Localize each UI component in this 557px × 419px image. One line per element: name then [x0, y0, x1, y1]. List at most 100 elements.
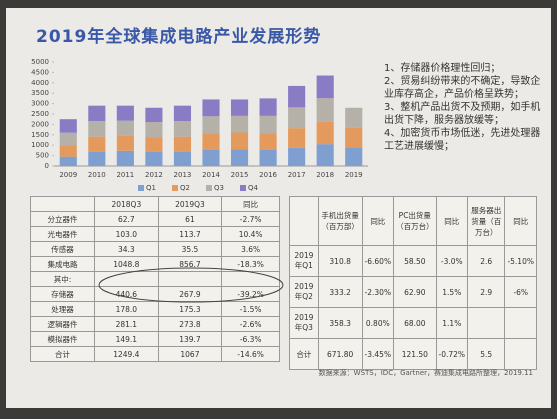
- bar-segment: [316, 144, 334, 166]
- bar-segment: [259, 115, 277, 134]
- note: 3、整机产品出货不及预期，如手机出货下降，服务器放缓等；: [384, 102, 541, 126]
- bar-segment: [173, 136, 192, 152]
- chart: 0 500 1000 1500 2000 2500 3000 3500 4000 4500 5000…: [31, 58, 368, 192]
- header-cell: 同比: [504, 196, 537, 246]
- table-cell: 61: [157, 211, 223, 227]
- table-cell: 其中:: [29, 271, 96, 287]
- bar-segment: [173, 105, 192, 122]
- bar-segment: [259, 149, 277, 166]
- bar-segment: [316, 121, 334, 145]
- table-cell: 模拟器件: [29, 331, 96, 347]
- table-cell: 0.80%: [361, 307, 395, 339]
- table-row: 处理器 178.0 175.3 -1.5%: [29, 301, 280, 317]
- bar-segment: [88, 136, 106, 152]
- table-cell: 671.80: [317, 338, 363, 370]
- bar-segment: [116, 120, 134, 136]
- bar-segment: [145, 107, 163, 123]
- x-tick-label: 2019: [345, 171, 363, 179]
- legend-swatch: [138, 185, 144, 191]
- bar-segment: [145, 122, 163, 138]
- y-tick-label: 4500: [31, 68, 49, 76]
- table-row: 2019年Q3 358.3 0.80% 68.00 1.1%: [289, 307, 537, 339]
- x-tick-label: 2018: [316, 171, 334, 179]
- bar-segment: [59, 132, 77, 146]
- table-cell: 68.00: [393, 307, 437, 339]
- bar-segment: [88, 105, 106, 122]
- table-cell: 103.0: [94, 226, 159, 242]
- y-tick-label: 3000: [31, 100, 49, 108]
- table-cell: 5.5: [467, 338, 506, 370]
- table-cell: 合计: [29, 346, 96, 362]
- table-cell: 149.1: [94, 331, 159, 347]
- bar-segment: [230, 132, 249, 150]
- table-cell: 58.50: [393, 245, 437, 277]
- table-cell: -0.72%: [435, 338, 469, 370]
- bar-segment: [202, 116, 220, 134]
- bar-segment: [116, 150, 134, 166]
- x-tick-label: 2015: [231, 171, 249, 179]
- legend-swatch: [240, 185, 246, 191]
- table-cell: [504, 338, 537, 370]
- table-row: 合计 1249.4 1067 -14.6%: [29, 346, 280, 362]
- y-tick-label: 1000: [31, 141, 49, 149]
- table-cell: 310.8: [317, 245, 363, 277]
- table-cell: 1067: [157, 346, 223, 362]
- table-cell: 2019年Q1: [289, 245, 319, 277]
- table-cell: 267.9: [157, 286, 223, 302]
- table-cell: 10.4%: [221, 226, 280, 242]
- table-cell: 2019年Q3: [289, 307, 319, 339]
- header-cell: 同比: [221, 196, 280, 212]
- table-cell: -2.30%: [361, 276, 395, 308]
- y-tick-label: 1500: [31, 131, 49, 139]
- table-cell: -5.10%: [504, 245, 537, 277]
- header-cell: [29, 196, 96, 212]
- x-tick-label: 2016: [259, 171, 277, 179]
- table-cell: 集成电路: [29, 256, 96, 272]
- slide: 2019年全球集成电路产业发展形势 0 500 1000 1500 2000 2500 30…: [6, 8, 551, 408]
- table-cell: -3.45%: [361, 338, 395, 370]
- table-row: 模拟器件 149.1 139.7 -6.3%: [29, 331, 280, 347]
- table-row: 合计 671.80 -3.45% 121.50 -0.72% 5.5: [289, 338, 537, 370]
- table-row: 集成电路 1048.8 856.7 -18.3%: [29, 256, 280, 272]
- table-row: 分立器件 62.7 61 -2.7%: [29, 211, 280, 227]
- x-tick-label: 2017: [288, 171, 306, 179]
- bar-segment: [59, 145, 77, 157]
- bar-segment: [288, 147, 306, 166]
- bar-segment: [202, 133, 220, 150]
- table-cell: [221, 271, 280, 287]
- x-tick-label: 2012: [145, 171, 163, 179]
- shipment-table: 手机出货量（百万部） 同比 PC出货量（百万台） 同比 服务器出货量（百万台） 同比 201…: [289, 196, 537, 370]
- table-cell: 存储器: [29, 286, 96, 302]
- table-cell: -2.6%: [221, 316, 280, 332]
- table-cell: 281.1: [94, 316, 159, 332]
- table-cell: -6.3%: [221, 331, 280, 347]
- table-cell: -3.0%: [435, 245, 469, 277]
- x-tick-label: 2013: [174, 171, 192, 179]
- table-cell: 35.5: [157, 241, 223, 257]
- legend-label: Q1: [146, 184, 156, 192]
- bar-segment: [173, 121, 192, 137]
- table-row: 其中:: [29, 271, 280, 287]
- bar-segment: [230, 149, 249, 166]
- table-cell: [157, 271, 223, 287]
- legend-swatch: [206, 185, 212, 191]
- table-cell: [94, 271, 159, 287]
- bar-segment: [202, 99, 220, 117]
- table-cell: -1.5%: [221, 301, 280, 317]
- bar-segment: [316, 98, 334, 122]
- x-tick-label: 2014: [202, 171, 220, 179]
- y-tick-label: 3500: [31, 89, 49, 97]
- bar-segment: [230, 99, 249, 116]
- table-cell: 分立器件: [29, 211, 96, 227]
- legend-label: Q3: [214, 184, 224, 192]
- y-tick-label: 0: [45, 162, 49, 170]
- header-cell: 2019Q3: [157, 196, 223, 212]
- bar-segment: [202, 149, 220, 166]
- table-row: 传感器 34.3 35.5 3.6%: [29, 241, 280, 257]
- header-cell: PC出货量（百万台）: [393, 196, 437, 246]
- header-cell: 2018Q3: [94, 196, 159, 212]
- bar-segment: [259, 98, 277, 116]
- table-cell: 1048.8: [94, 256, 159, 272]
- legend-label: Q4: [248, 184, 259, 192]
- table-cell: 440.6: [94, 286, 159, 302]
